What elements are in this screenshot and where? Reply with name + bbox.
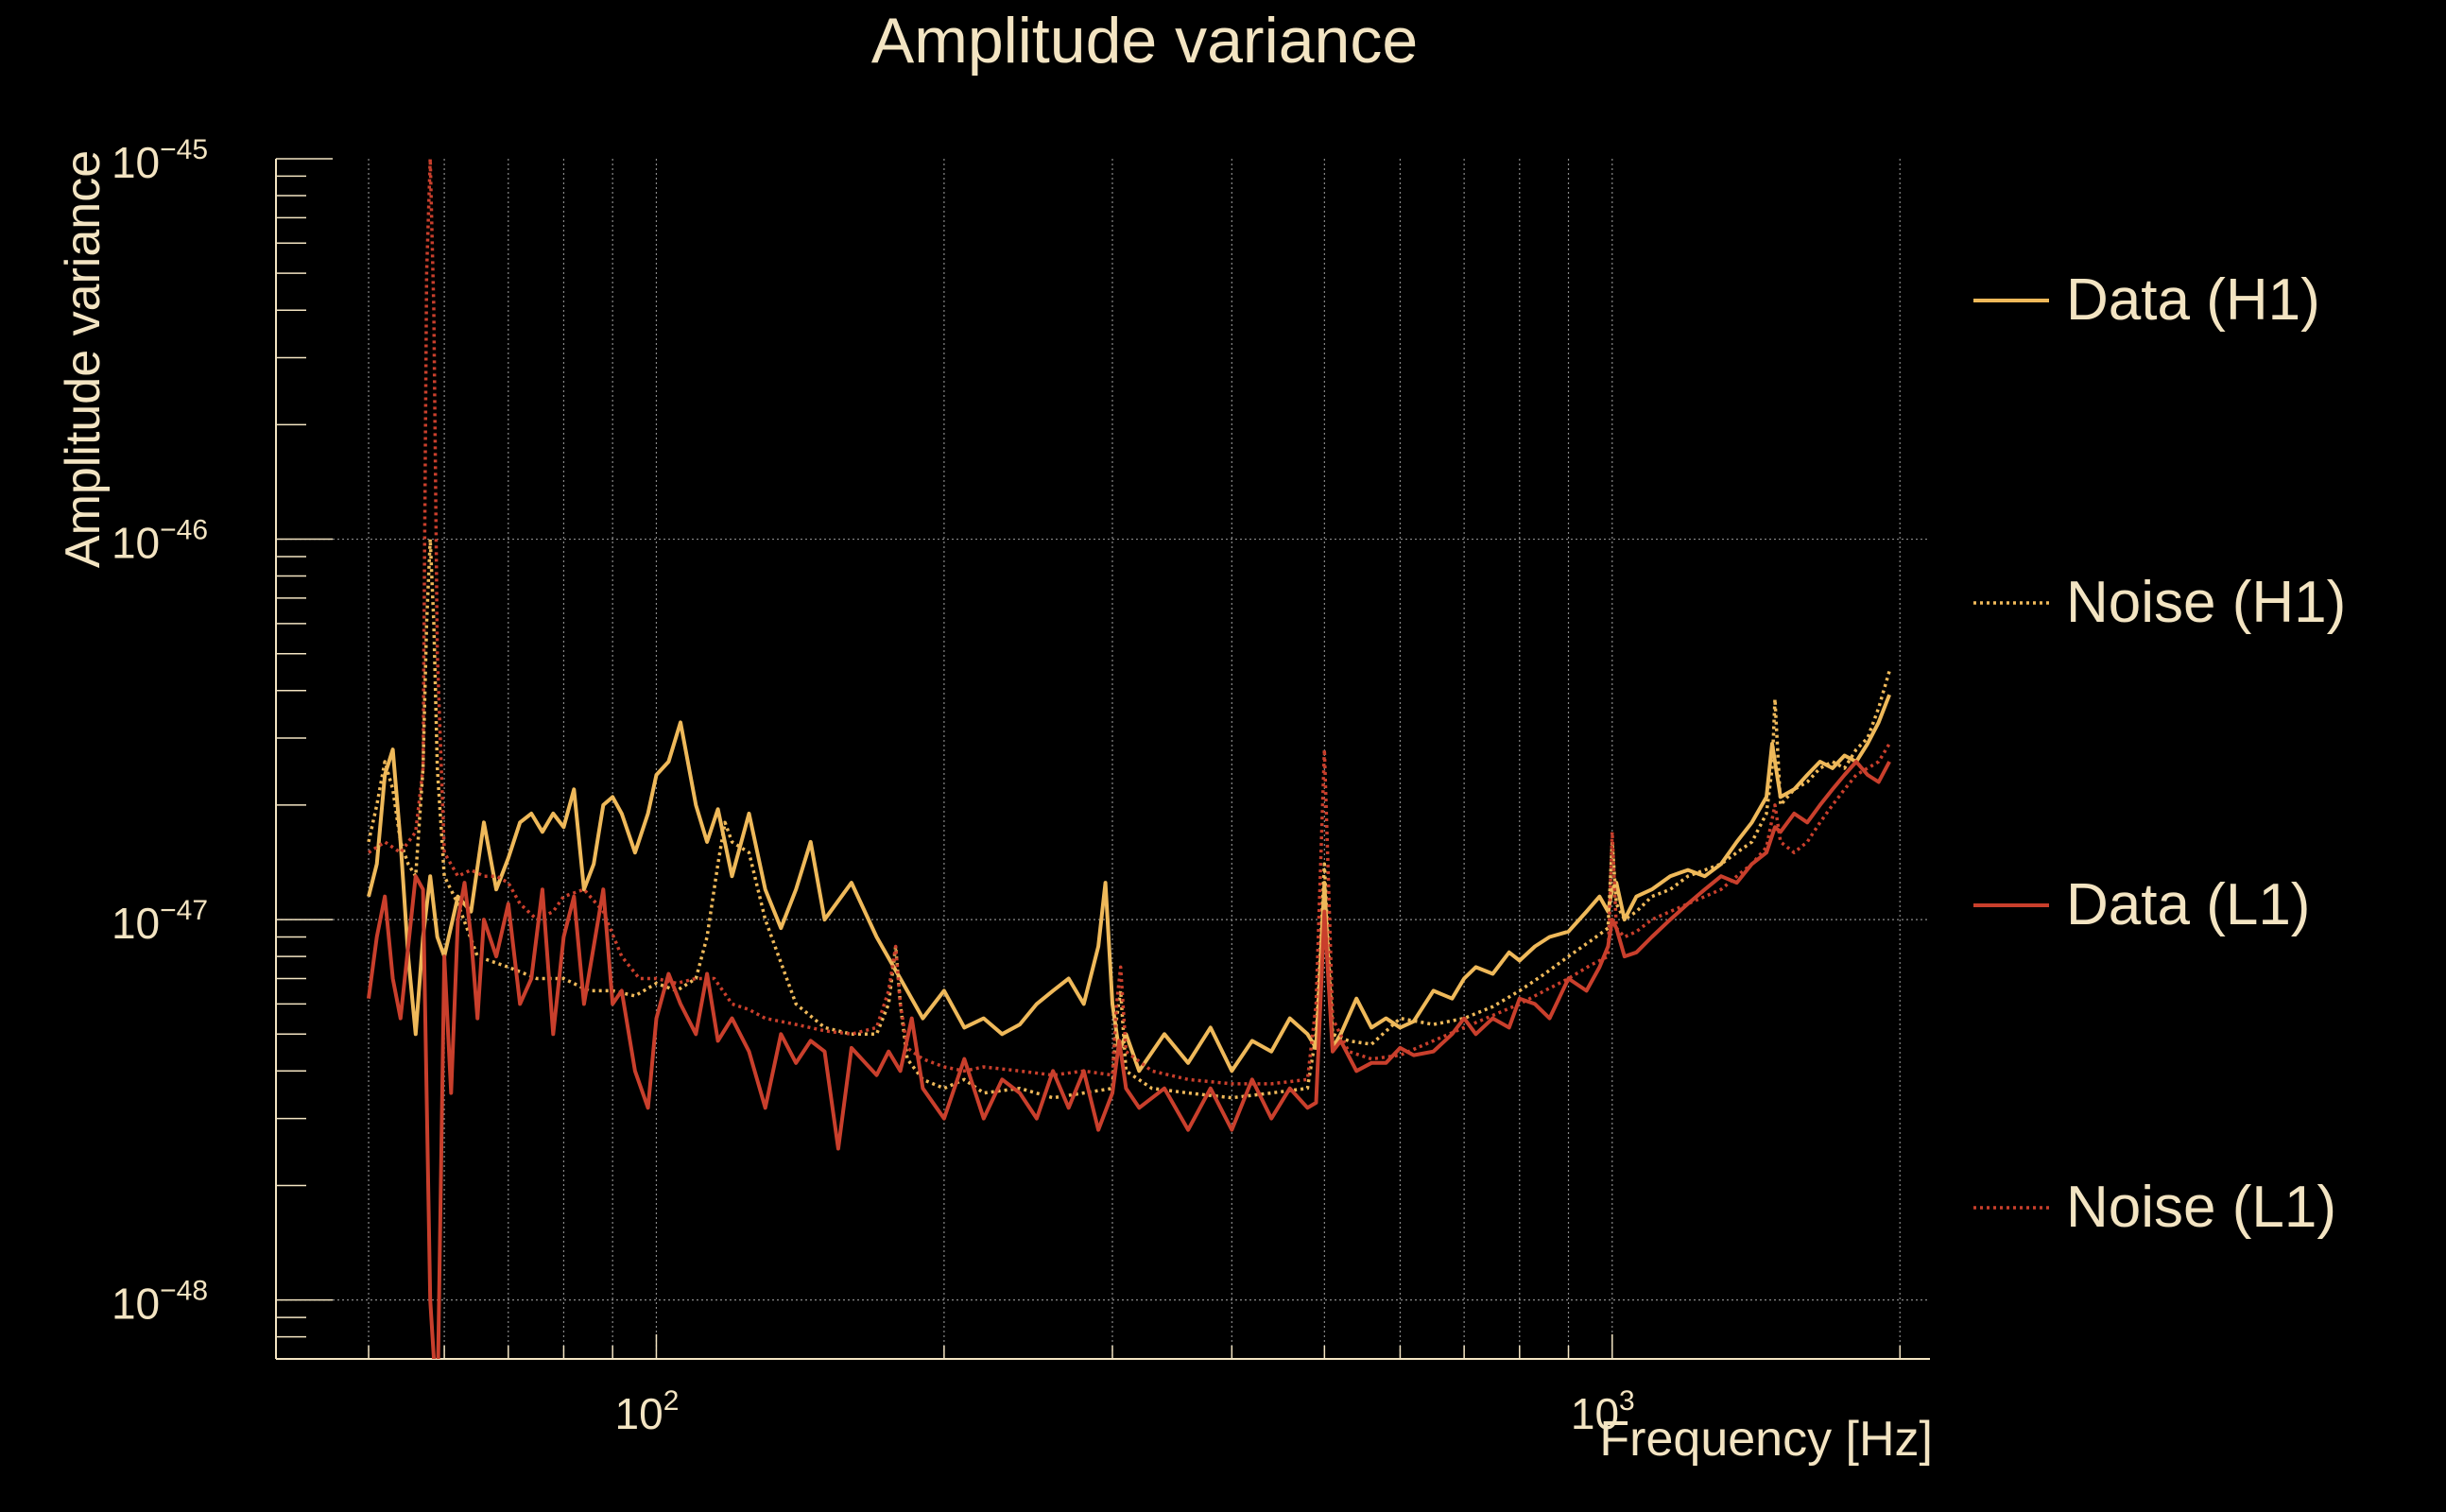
series-line-3 xyxy=(367,760,1891,1359)
legend-label: Data (H1) xyxy=(2066,267,2320,333)
chart-title: Amplitude variance xyxy=(871,5,1418,77)
y-tick-label: 10−46 xyxy=(112,515,208,568)
plot-series xyxy=(367,157,1891,1359)
y-tick-label: 10−48 xyxy=(112,1276,208,1329)
legend-label: Noise (H1) xyxy=(2066,570,2346,635)
y-tick-label: 10−45 xyxy=(112,134,208,187)
legend-label: Data (L1) xyxy=(2066,872,2310,937)
x-tick-label: 102 xyxy=(615,1385,680,1438)
legend: Data (H1) Noise (H1) Data (L1) Noise (L1) xyxy=(1973,267,2346,1240)
y-axis-label: Amplitude variance xyxy=(56,150,111,568)
legend-label: Noise (L1) xyxy=(2066,1175,2336,1240)
series-line-1 xyxy=(367,694,1891,1074)
series-line-2 xyxy=(367,537,1891,1100)
x-axis-label: Frequency [Hz] xyxy=(1599,1412,1933,1467)
y-tick-label: 10−47 xyxy=(112,895,208,948)
x-tick-label: 103 xyxy=(1571,1385,1635,1438)
axes: 10−48 10−47 10−46 10−45 102 103 xyxy=(112,134,1930,1438)
